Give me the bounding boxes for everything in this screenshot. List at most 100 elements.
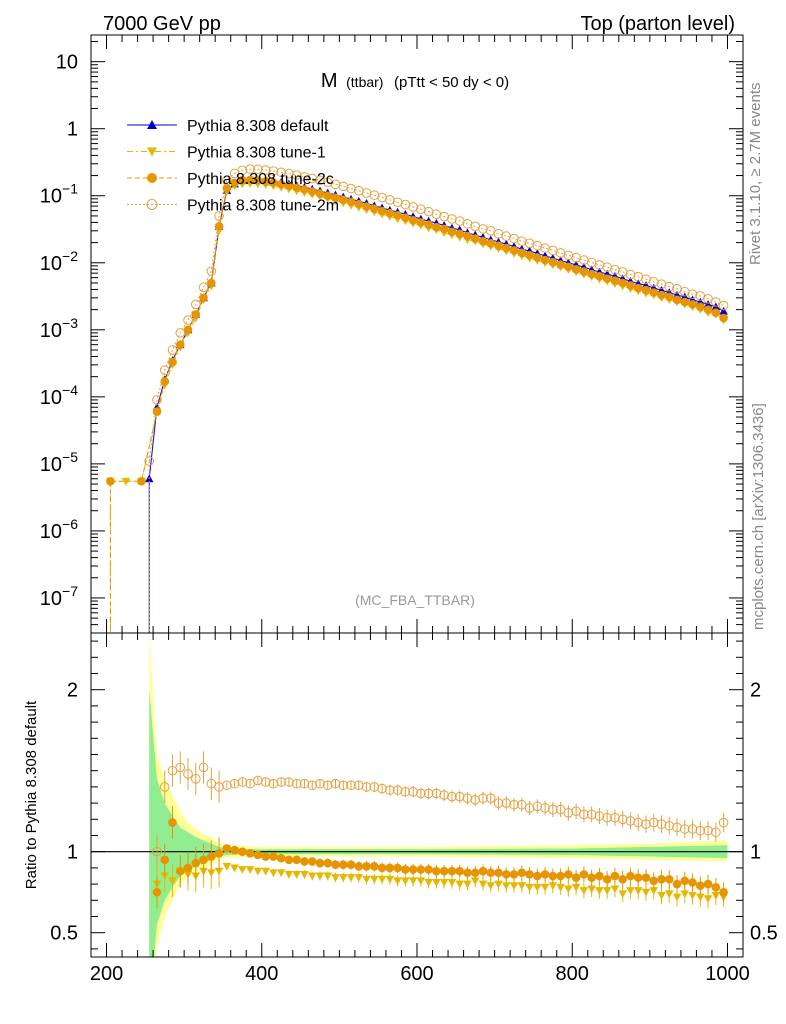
ratio-point-tune1 [269,869,278,878]
ratio-y-tick-label-left: 1 [67,842,78,864]
data-point-default [703,300,713,308]
ratio-point-tune2c [323,858,333,868]
ratio-point-tune2c [416,865,426,874]
ratio-point-tune2m [260,777,271,787]
ratio-point-tune2m [392,785,403,795]
ratio-point-tune1 [207,869,216,878]
ratio-point-tune2c [214,849,224,858]
ratio-point-tune1 [649,887,659,895]
ratio-y-tick-label-left: 2 [67,680,78,702]
plot-title: M (ttbar) (pTtt < 50 dy < 0) [321,70,509,92]
ratio-point-tune2m [617,814,628,825]
ratio-point-tune2m [222,780,232,791]
data-point-tune2c [175,340,185,349]
ratio-point-tune2m [586,809,597,820]
series-tune2m [144,164,729,633]
ratio-point-tune2c [463,868,472,878]
data-point-tune2c [664,292,674,302]
x-axis-tick-label: 200 [90,963,123,985]
header-left-title: 7000 GeV pp [103,13,221,35]
data-point-tune2c [346,197,356,207]
ratio-point-tune2c [509,870,519,879]
data-point-tune2c [641,285,651,295]
data-point-tune2c [517,248,527,258]
legend-label-tune1: Pythia 8.308 tune-1 [187,145,326,162]
tick-label-base: 1 [67,119,78,141]
data-point-tune2c [618,278,627,288]
data-point-tune2m [237,165,248,176]
data-point-tune2c [183,325,193,335]
y-axis-tick-label: 10−2 [40,248,78,275]
data-point-tune2m [260,165,271,175]
ratio-point-tune1 [276,869,286,878]
y-axis-tick-label: 10−6 [40,516,78,543]
ratio-point-tune1 [626,887,635,895]
legend-label-default: Pythia 8.308 default [187,118,329,135]
ratio-point-tune2c [424,865,433,874]
data-point-tune2c [323,191,333,201]
ratio-point-tune2m [416,788,426,799]
ratio-point-tune1 [556,883,565,892]
ratio-point-tune2m [579,809,589,820]
ratio-point-tune1 [214,867,224,876]
ratio-point-tune1 [160,872,170,881]
data-point-tune2m [268,166,279,176]
data-point-tune2c [501,243,511,253]
ratio-point-tune2m [524,803,535,813]
ratio-point-tune2m [369,782,380,792]
ratio-point-tune2m [315,778,325,789]
ratio-point-tune2c [230,845,239,855]
ratio-point-tune2m [253,775,263,786]
data-point-tune2c [595,271,604,281]
ratio-point-tune2c [307,857,317,866]
data-point-tune2c [137,476,146,486]
ratio-point-tune1 [602,887,612,895]
data-point-tune2m [167,345,178,355]
ratio-point-tune2c [385,863,395,873]
data-point-tune2c [292,183,301,192]
data-point-tune2c [338,195,348,205]
ratio-point-tune2c [680,876,690,886]
ratio-point-tune2c [556,871,565,881]
ratio-point-tune2m [377,783,387,794]
data-point-tune2c [688,300,697,309]
data-point-tune2c [719,313,728,323]
ratio-point-tune2c [338,860,348,869]
data-point-tune2c [385,208,395,218]
data-point-tune2m [353,185,364,196]
legend-entry-tune2m: Pythia 8.308 tune-2m [127,198,339,215]
ratio-point-tune2c [447,866,457,876]
ratio-point-tune2m [439,790,449,800]
ratio-point-tune2m [447,791,457,802]
data-point-tune2c [649,288,659,297]
tick-label-base: 10 [40,186,62,208]
ratio-point-tune2c [160,855,170,865]
ratio-point-tune2m [353,780,364,791]
data-point-tune2m [144,456,155,466]
legend-marker-tune2c [147,173,157,183]
data-point-tune2c [315,189,325,198]
data-point-tune2c [571,264,581,274]
ratio-point-tune1 [641,888,651,897]
ratio-point-tune2m [237,777,248,787]
tick-label-base: 10 [40,320,62,342]
ratio-point-tune1 [245,866,255,874]
ratio-point-tune2c [354,861,364,871]
data-point-tune2c [610,276,620,286]
data-point-tune2m [198,282,209,293]
data-point-tune2m [222,175,232,186]
ratio-point-tune2m [431,788,442,799]
ratio-point-tune2m [385,785,395,795]
legend-label-tune2m: Pythia 8.308 tune-2m [187,198,339,215]
ratio-point-tune2m [695,825,706,836]
ratio-point-tune2c [191,858,201,868]
ratio-point-tune1 [540,883,550,892]
ratio-point-tune2c [618,874,627,884]
y-axis-tick-label: 10−5 [40,449,78,476]
data-point-tune2m [214,211,224,221]
ratio-point-tune2m [291,778,302,789]
tick-label-base: 10 [40,454,62,476]
legend-entry-default: Pythia 8.308 default [127,118,329,135]
ratio-point-tune2m [648,817,659,828]
data-point-tune2c [261,177,270,186]
